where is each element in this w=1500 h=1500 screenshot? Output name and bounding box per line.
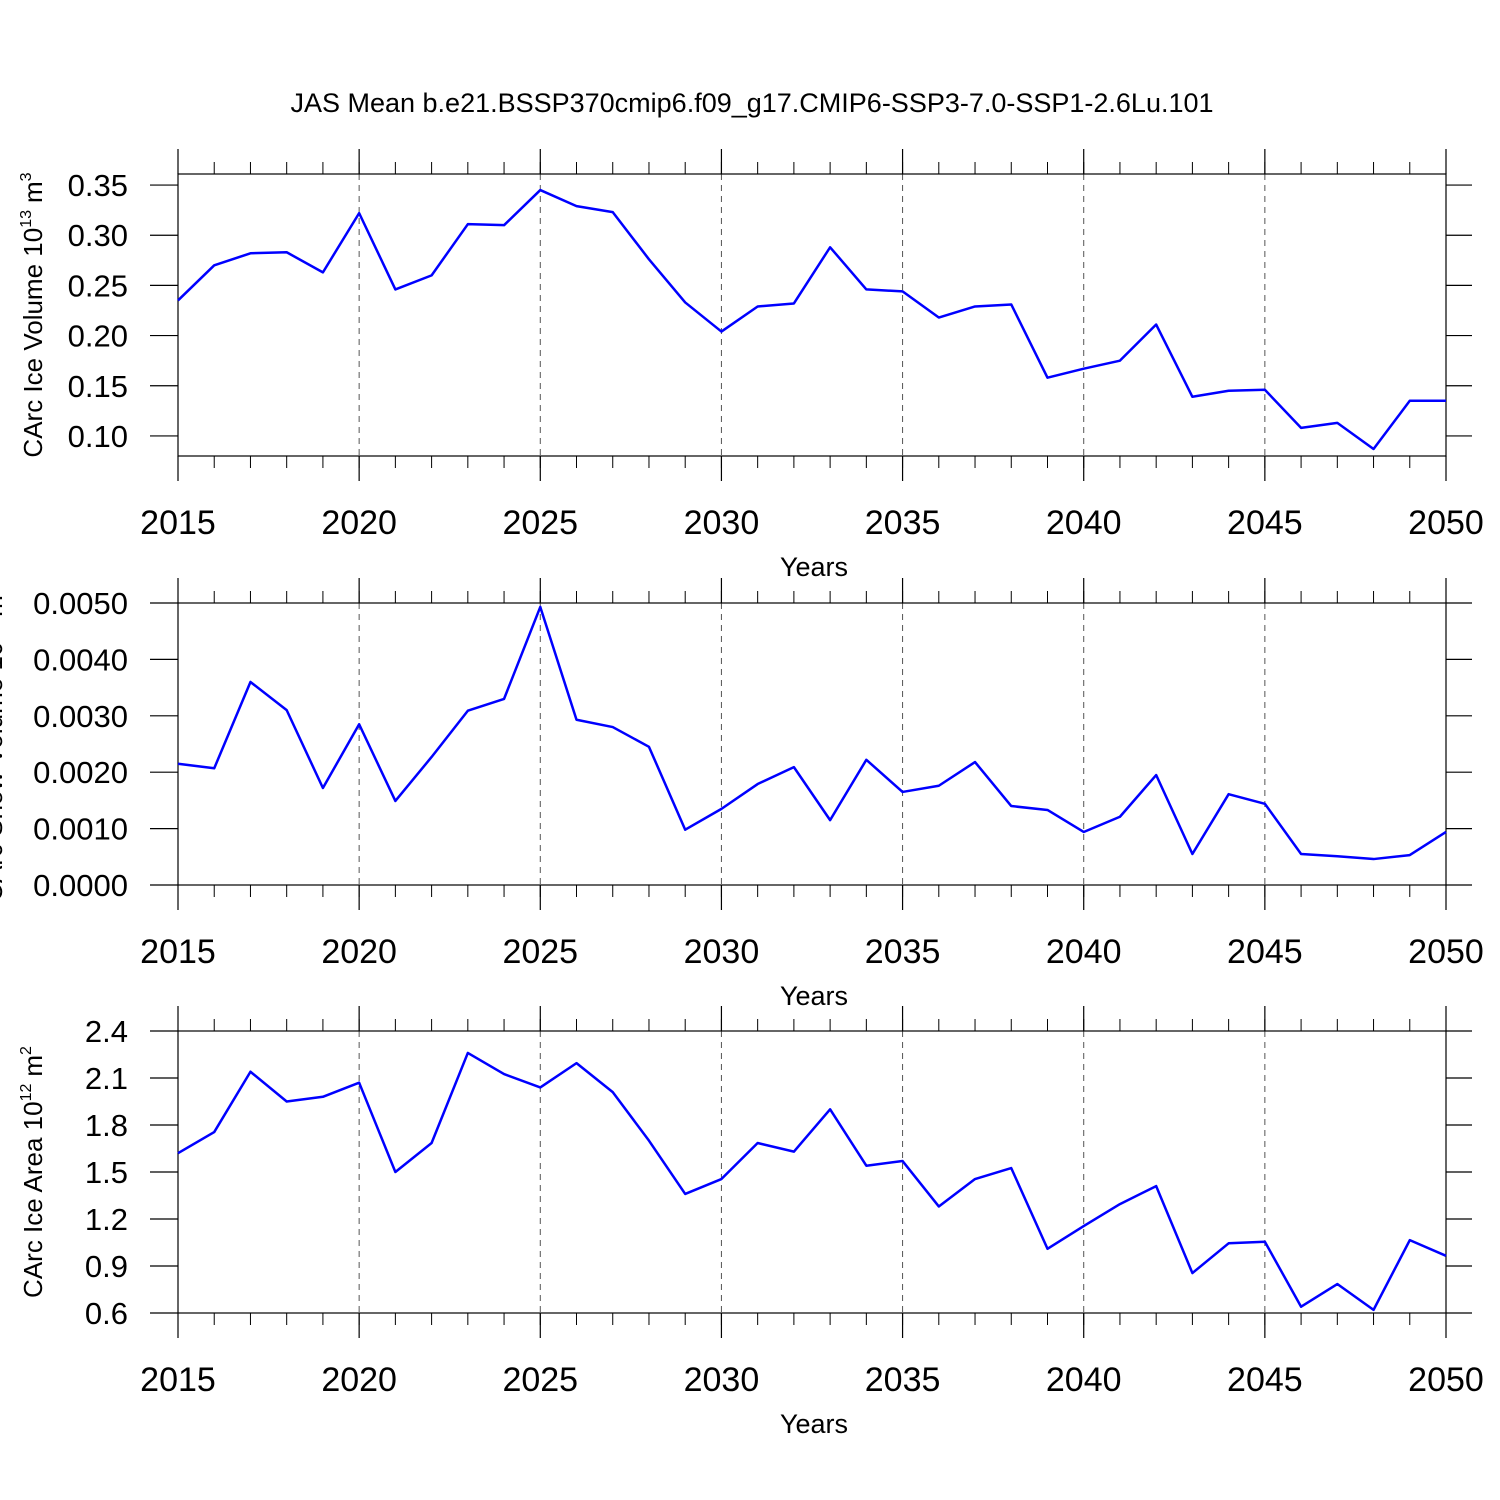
x-axis-label: Years	[780, 1409, 848, 1439]
y-tick-label: 0.35	[68, 168, 128, 203]
y-tick-label: 0.0040	[33, 642, 128, 677]
y-axis-label-unit: m	[18, 181, 48, 203]
x-tick-label: 2025	[502, 504, 578, 542]
y-tick-label: 0.0010	[33, 812, 128, 847]
x-tick-label: 2015	[140, 933, 216, 971]
y-axis-label-text: CArc Ice Volume 10	[18, 228, 48, 458]
x-tick-label: 2030	[684, 1361, 760, 1399]
y-tick-label: 0.0000	[33, 868, 128, 903]
data-line	[177, 188, 1446, 451]
x-tick-label: 2030	[684, 504, 760, 542]
y-axis-label-unit-exponent: 2	[18, 1046, 35, 1055]
x-tick-label: 2025	[502, 933, 578, 971]
data-line	[177, 605, 1447, 861]
x-axis-label: Years	[780, 552, 848, 582]
y-axis-label: CArc Ice Volume 1013 m3	[18, 172, 48, 457]
y-axis-label: CArc Ice Area 1012 m2	[18, 1046, 48, 1298]
x-tick-label: 2020	[321, 1361, 397, 1399]
y-axis-label-exponent: 13	[18, 210, 35, 228]
y-tick-label: 0.15	[68, 369, 128, 404]
x-tick-label: 2040	[1046, 504, 1122, 542]
x-tick-label: 2050	[1408, 504, 1484, 542]
y-tick-label: 0.25	[68, 268, 128, 303]
plot-frame	[177, 602, 1447, 886]
y-tick-label: 0.9	[85, 1249, 128, 1284]
x-tick-label: 2020	[321, 504, 397, 542]
x-tick-label: 2035	[865, 1361, 941, 1399]
y-axis-label-text: CArc Snow Volume 10	[0, 642, 8, 902]
x-tick-label: 2015	[140, 504, 216, 542]
x-tick-label: 2045	[1227, 504, 1303, 542]
y-tick-label: 0.6	[85, 1296, 128, 1331]
figure-title: JAS Mean b.e21.BSSP370cmip6.f09_g17.CMIP…	[290, 88, 1213, 118]
x-tick-label: 2025	[502, 1361, 578, 1399]
y-tick-label: 0.0020	[33, 755, 128, 790]
y-tick-label: 0.10	[68, 419, 128, 454]
x-tick-label: 2040	[1046, 1361, 1122, 1399]
data-line	[177, 1051, 1447, 1312]
y-tick-label: 2.4	[85, 1014, 128, 1049]
y-tick-label: 0.0030	[33, 699, 128, 734]
x-tick-label: 2050	[1408, 1361, 1484, 1399]
y-tick-label: 2.1	[85, 1061, 128, 1096]
x-tick-label: 2035	[865, 504, 941, 542]
x-tick-label: 2030	[684, 933, 760, 971]
x-tick-label: 2015	[140, 1361, 216, 1399]
x-tick-label: 2045	[1227, 933, 1303, 971]
x-tick-label: 2040	[1046, 933, 1122, 971]
x-tick-label: 2045	[1227, 1361, 1303, 1399]
x-tick-label: 2035	[865, 933, 941, 971]
x-axis-label: Years	[780, 981, 848, 1011]
plot-frame	[177, 173, 1447, 457]
y-axis-label-unit-exponent: 3	[18, 172, 35, 181]
y-tick-label: 0.0050	[33, 586, 128, 621]
y-axis-label-text: CArc Ice Area 10	[18, 1101, 48, 1298]
y-tick-label: 1.2	[85, 1202, 128, 1237]
y-tick-label: 1.5	[85, 1155, 128, 1190]
y-tick-label: 0.20	[68, 319, 128, 354]
y-axis-label-exponent: 12	[18, 1084, 35, 1102]
y-axis-label-unit: m	[18, 1055, 48, 1077]
x-tick-label: 2020	[321, 933, 397, 971]
x-tick-label: 2050	[1408, 933, 1484, 971]
plot-frame	[177, 1030, 1447, 1314]
y-tick-label: 0.30	[68, 218, 128, 253]
y-axis-label: CArc Snow Volume 1013m3	[0, 586, 8, 902]
y-tick-label: 1.8	[85, 1108, 128, 1143]
y-axis-label-unit: m	[0, 595, 8, 617]
